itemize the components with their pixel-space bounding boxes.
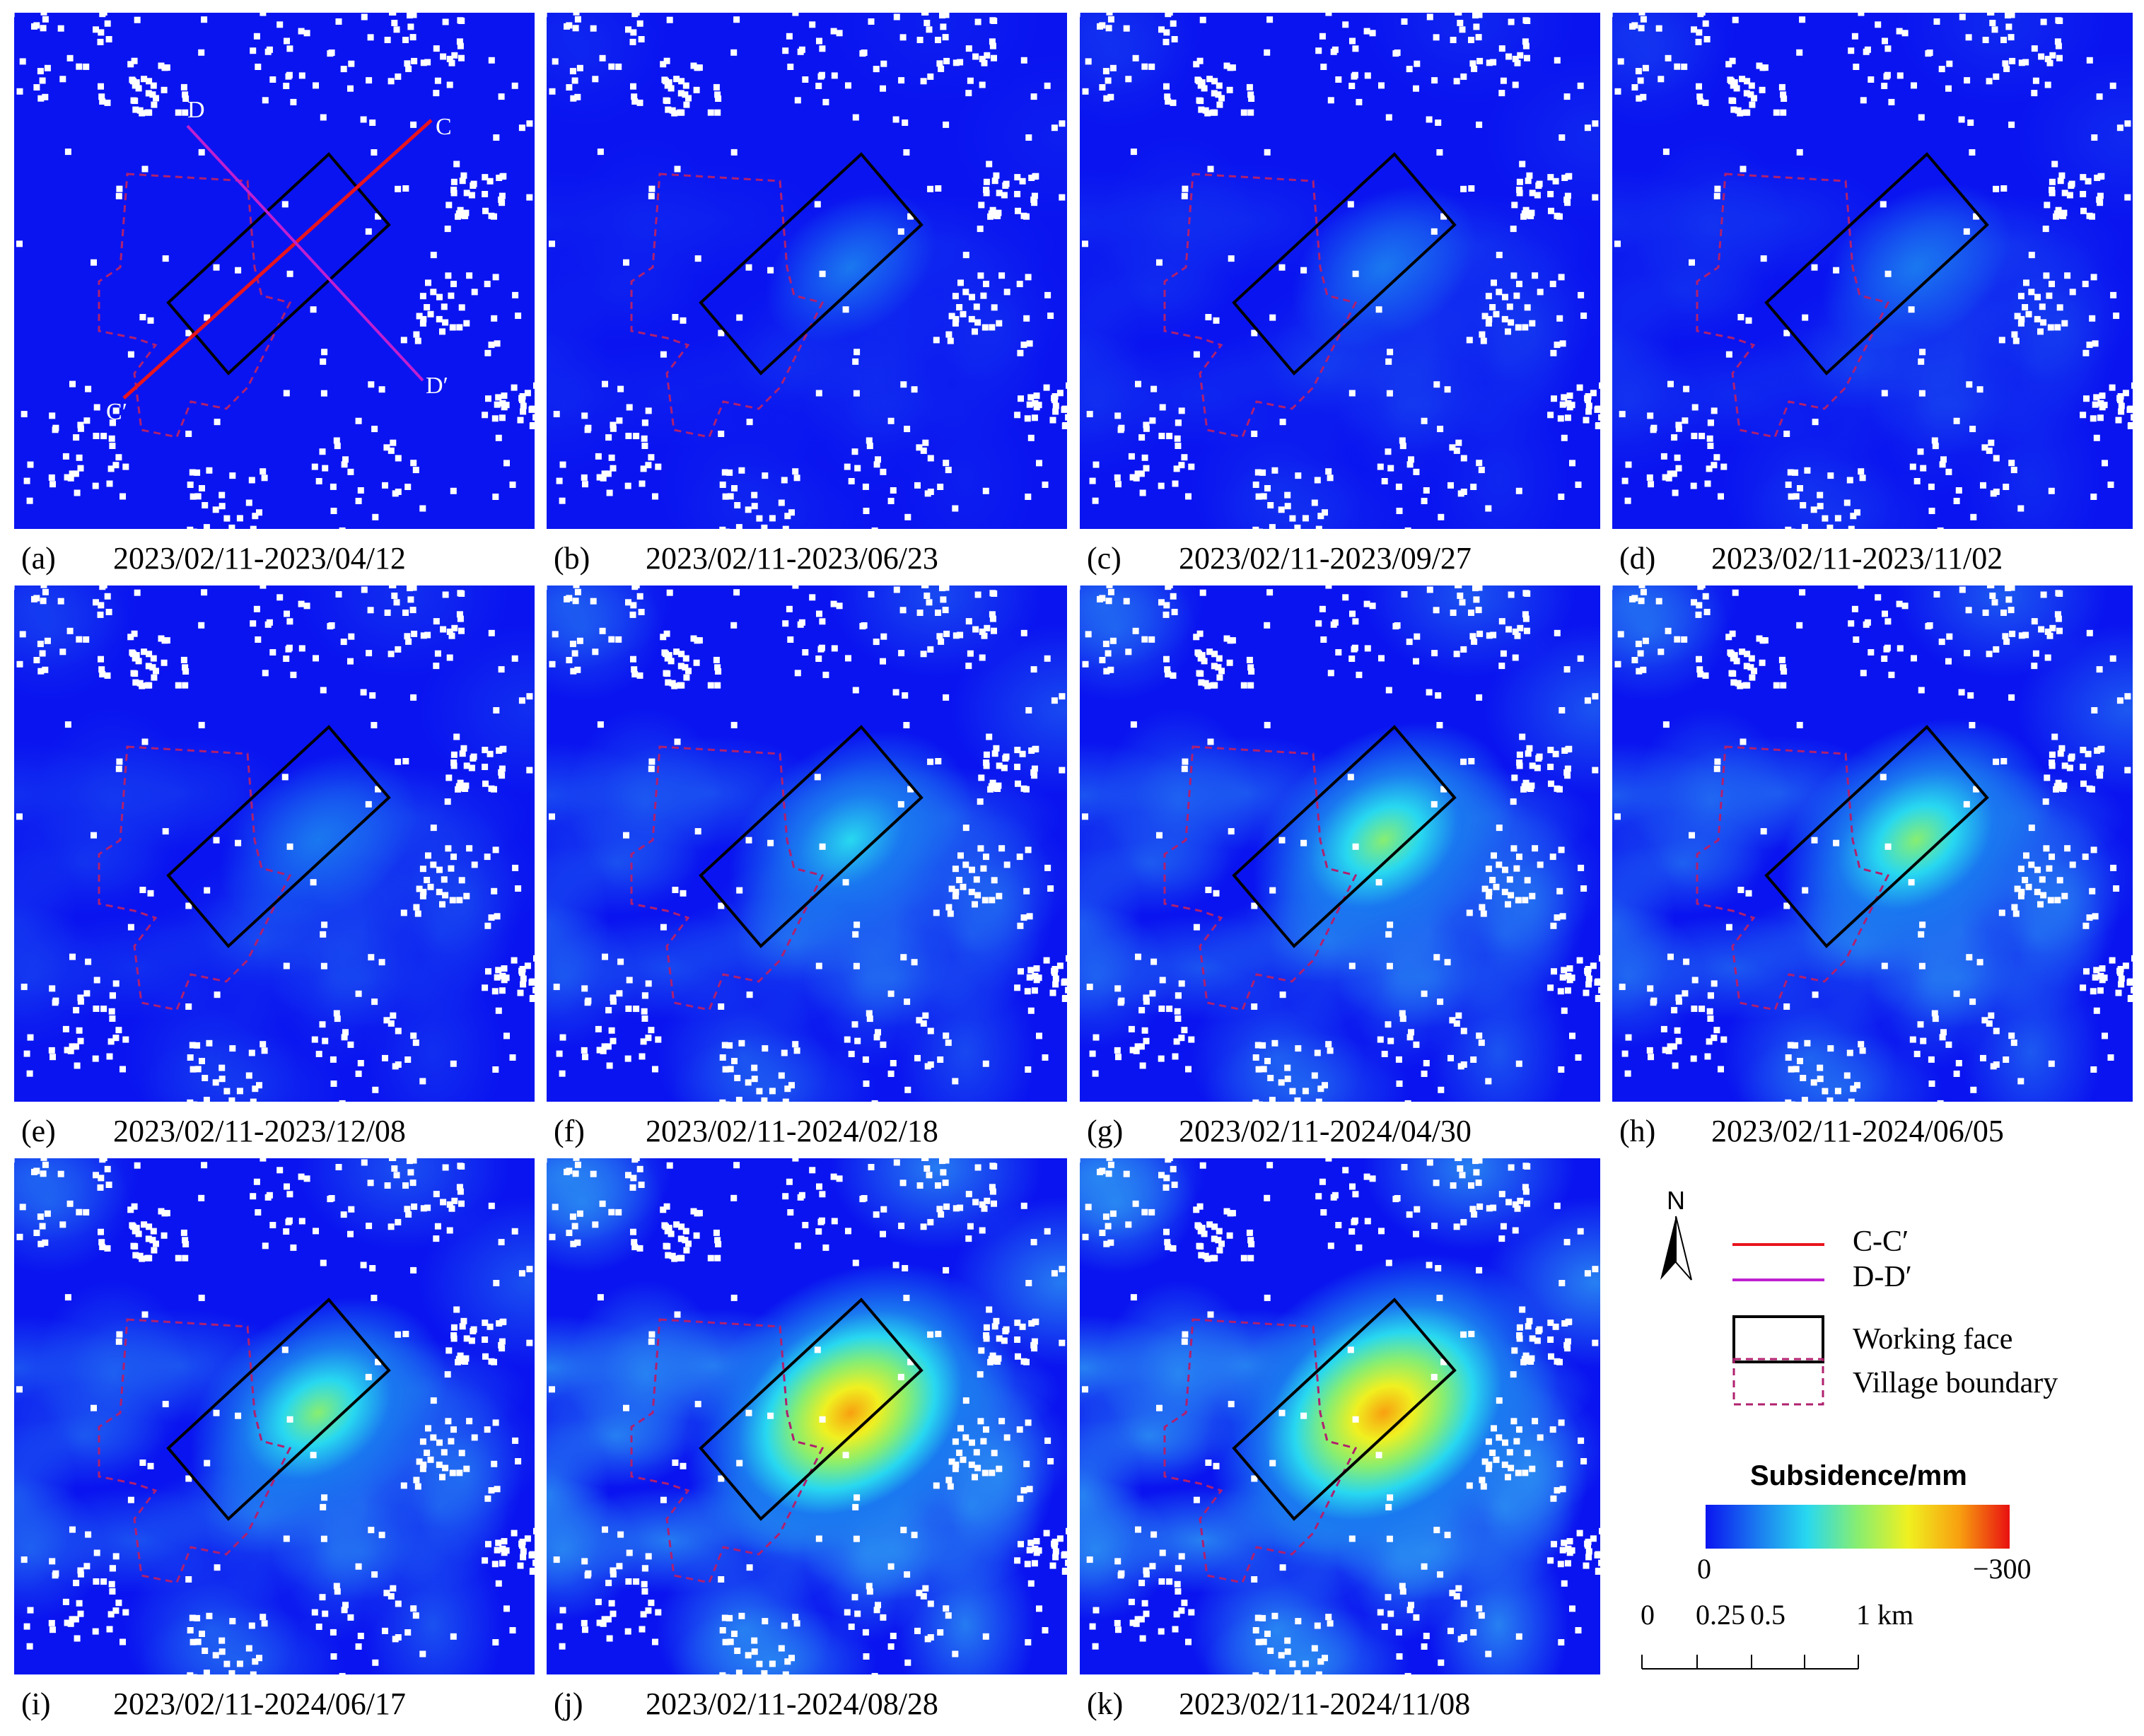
- village-boundary: [1696, 745, 1890, 1011]
- village-boundary: [98, 745, 292, 1011]
- village-boundary: [630, 173, 825, 438]
- subsidence-map: [1080, 13, 1600, 529]
- village-boundary: [98, 1318, 292, 1584]
- profile-label: C: [436, 114, 452, 140]
- panel-date-range: 2023/02/11-2024/04/30: [1179, 1114, 1472, 1148]
- scalebar-label: 1 km: [1856, 1599, 1914, 1631]
- legend-item-label: Working face: [1853, 1323, 2013, 1356]
- working-face: [166, 152, 391, 375]
- colorbar-min-label: 0: [1697, 1553, 1711, 1585]
- panel-letter: (d): [1619, 541, 1656, 576]
- working-face: [166, 725, 391, 948]
- village-boundary: [1163, 745, 1358, 1011]
- panel-letter: (h): [1619, 1114, 1656, 1148]
- village-boundary: [1163, 1318, 1358, 1584]
- profile-label: D′: [426, 373, 448, 399]
- panel-letter: (j): [554, 1687, 583, 1721]
- legend-working-face-symbol: [1732, 1315, 1824, 1363]
- subsidence-map: C C′ D D′: [14, 13, 535, 529]
- north-label: N: [1667, 1186, 1685, 1215]
- working-face: [1764, 152, 1989, 375]
- working-face: [1764, 725, 1989, 948]
- panel-date-range: 2023/02/11-2023/06/23: [646, 541, 938, 576]
- legend-village-boundary-symbol: [1732, 1358, 1824, 1406]
- profile-label: C′: [106, 399, 127, 425]
- legend-line-d: [1732, 1278, 1824, 1281]
- panel-letter: (e): [21, 1114, 56, 1148]
- legend-item-label: C-C′: [1853, 1225, 1909, 1258]
- panel-letter: (k): [1087, 1687, 1124, 1721]
- panel-letter: (i): [21, 1687, 51, 1721]
- panel-date-range: 2023/02/11-2024/11/08: [1179, 1687, 1471, 1721]
- profile-d-line: [186, 124, 424, 382]
- village-boundary: [630, 1318, 825, 1584]
- scalebar-label: 0: [1641, 1599, 1655, 1631]
- subsidence-map: [547, 586, 1067, 1102]
- village-boundary: [630, 745, 825, 1011]
- subsidence-map: [547, 13, 1067, 529]
- colorbar-max-label: −300: [1973, 1553, 2032, 1585]
- working-face: [1232, 1298, 1457, 1521]
- working-face: [699, 152, 924, 375]
- colorbar-title: Subsidence/mm: [1750, 1460, 1967, 1491]
- panel-date-range: 2023/02/11-2024/06/17: [113, 1687, 406, 1721]
- working-face: [699, 725, 924, 948]
- panel-date-range: 2023/02/11-2024/06/05: [1711, 1114, 2004, 1148]
- legend-line-c: [1732, 1243, 1824, 1246]
- scalebar-label: 0.25: [1696, 1599, 1745, 1631]
- panel-date-range: 2023/02/11-2023/11/02: [1711, 541, 2003, 576]
- village-boundary: [1696, 173, 1890, 438]
- panel-letter: (b): [554, 541, 590, 576]
- legend-item-label: Village boundary: [1853, 1367, 2058, 1399]
- profile-label: D: [187, 97, 205, 123]
- village-boundary: [1163, 173, 1358, 438]
- subsidence-map: [1080, 1158, 1600, 1674]
- panel-letter: (g): [1087, 1114, 1124, 1148]
- north-arrow-icon: N: [1660, 1186, 1692, 1281]
- village-boundary: [98, 173, 292, 438]
- subsidence-map: [14, 586, 535, 1102]
- legend-item-label: D-D′: [1853, 1261, 1912, 1293]
- scalebar: [1641, 1655, 1859, 1670]
- profile-c-line: [122, 119, 433, 400]
- panel-letter: (a): [21, 541, 56, 576]
- working-face: [699, 1298, 924, 1521]
- subsidence-map: [1080, 586, 1600, 1102]
- scalebar-label: 0.5: [1750, 1599, 1785, 1631]
- working-face: [1232, 152, 1457, 375]
- subsidence-map: [1612, 586, 2133, 1102]
- legend: N C-C′ D-D′ Working face Village boundary Sub…: [1626, 1160, 2121, 1725]
- panel-letter: (c): [1087, 541, 1121, 576]
- working-face: [166, 1298, 391, 1521]
- working-face: [1232, 725, 1457, 948]
- subsidence-map: [547, 1158, 1067, 1674]
- panel-letter: (f): [554, 1114, 585, 1148]
- panel-date-range: 2023/02/11-2023/04/12: [113, 541, 406, 576]
- panel-date-range: 2023/02/11-2023/09/27: [1179, 541, 1472, 576]
- panel-date-range: 2023/02/11-2023/12/08: [113, 1114, 406, 1148]
- subsidence-map: [1612, 13, 2133, 529]
- colorbar: [1706, 1505, 2010, 1549]
- subsidence-map: [14, 1158, 535, 1674]
- panel-date-range: 2023/02/11-2024/08/28: [646, 1687, 938, 1721]
- panel-date-range: 2023/02/11-2024/02/18: [646, 1114, 938, 1148]
